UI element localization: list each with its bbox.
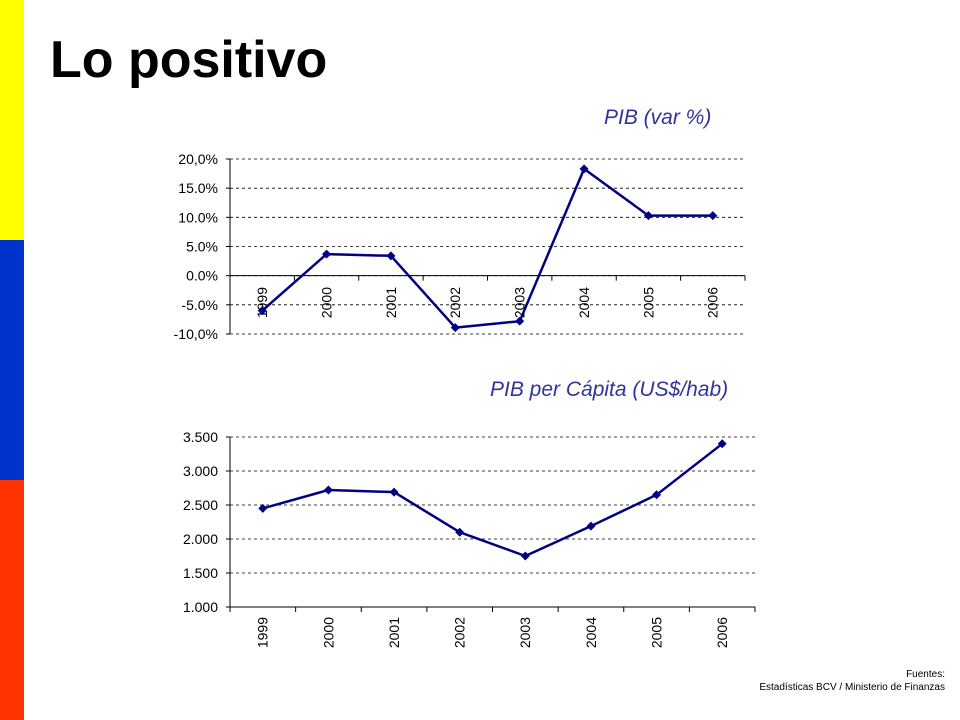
pib-var-chart: PIB (var %) 20,0% 15.0% 10.0% 5.0% 0.0% -5.0%… bbox=[174, 106, 746, 342]
x-tick-label: 2003 bbox=[512, 287, 528, 318]
data-point bbox=[520, 551, 530, 561]
data-point bbox=[455, 527, 465, 537]
slide-title: Lo positivo bbox=[50, 31, 328, 89]
plot-area: 20,0%15.0%10.0%5.0%0.0%-5.0%-10,0%1999 20… bbox=[174, 151, 746, 342]
data-point bbox=[515, 316, 525, 326]
y-tick-label: 3.000 bbox=[183, 463, 218, 479]
data-point bbox=[323, 485, 333, 495]
x-tick-label: 2001 bbox=[386, 617, 402, 648]
y-tick-label: 1.500 bbox=[183, 565, 218, 581]
x-tick-label: 2003 bbox=[517, 617, 533, 648]
color-stripe bbox=[0, 0, 24, 720]
sources-label: Fuentes: bbox=[906, 669, 945, 680]
stripe-band-red bbox=[0, 480, 24, 720]
data-point bbox=[717, 439, 727, 449]
data-point bbox=[389, 487, 399, 497]
data-point bbox=[450, 323, 460, 333]
data-point bbox=[579, 164, 589, 174]
y-tick-label: 5.0% bbox=[186, 239, 218, 255]
x-tick-label: 2006 bbox=[705, 287, 721, 318]
y-tick-label: 0.0% bbox=[186, 268, 218, 284]
pib-per-capita-chart: PIB per Cápita (US$/hab) 3.500 3.000 2.500… bbox=[183, 378, 756, 648]
x-tick-label: 2006 bbox=[714, 617, 730, 648]
data-point bbox=[708, 211, 718, 221]
y-tick-label: -5.0% bbox=[181, 297, 218, 313]
data-point bbox=[322, 249, 332, 259]
sources-footer: Fuentes: Estadísticas BCV / Ministerio d… bbox=[759, 668, 945, 694]
stripe-band-blue bbox=[0, 240, 24, 480]
chart-title: PIB (var %) bbox=[604, 106, 711, 129]
x-tick-label: 2002 bbox=[452, 617, 468, 648]
y-tick-label: 3.500 bbox=[183, 429, 218, 445]
x-tick-label: 2001 bbox=[383, 287, 399, 318]
x-tick-label: 2002 bbox=[447, 287, 463, 318]
y-tick-label: -10,0% bbox=[174, 326, 218, 342]
data-point bbox=[586, 521, 596, 531]
y-tick-label: 10.0% bbox=[178, 209, 218, 225]
sources-text: Estadísticas BCV / Ministerio de Finanza… bbox=[759, 682, 945, 693]
y-tick-label: 2.000 bbox=[183, 531, 218, 547]
x-tick-label: 2004 bbox=[583, 617, 599, 648]
data-point bbox=[643, 211, 653, 221]
x-tick-label: 2005 bbox=[640, 287, 656, 318]
stripe-band-yellow bbox=[0, 0, 24, 240]
data-point bbox=[258, 503, 268, 513]
plot-area: 3.500 3.000 2.500 2.000 1.500 1.000 1999 2000 20… bbox=[183, 429, 756, 648]
series-line bbox=[262, 442, 723, 558]
data-point bbox=[652, 490, 662, 500]
x-tick-label: 1999 bbox=[255, 617, 271, 648]
y-tick-label: 1.000 bbox=[183, 599, 218, 615]
y-tick-label: 2.500 bbox=[183, 497, 218, 513]
x-tick-label: 2004 bbox=[576, 287, 592, 318]
x-tick-label: 2000 bbox=[320, 617, 336, 648]
y-tick-label: 20,0% bbox=[178, 151, 218, 167]
series-line bbox=[261, 167, 713, 329]
x-tick-label: 2005 bbox=[649, 617, 665, 648]
chart-title: PIB per Cápita (US$/hab) bbox=[490, 378, 728, 401]
data-point bbox=[386, 251, 396, 261]
data-point bbox=[257, 306, 267, 316]
y-tick-label: 15.0% bbox=[178, 180, 218, 196]
x-tick-label: 2000 bbox=[319, 287, 335, 318]
